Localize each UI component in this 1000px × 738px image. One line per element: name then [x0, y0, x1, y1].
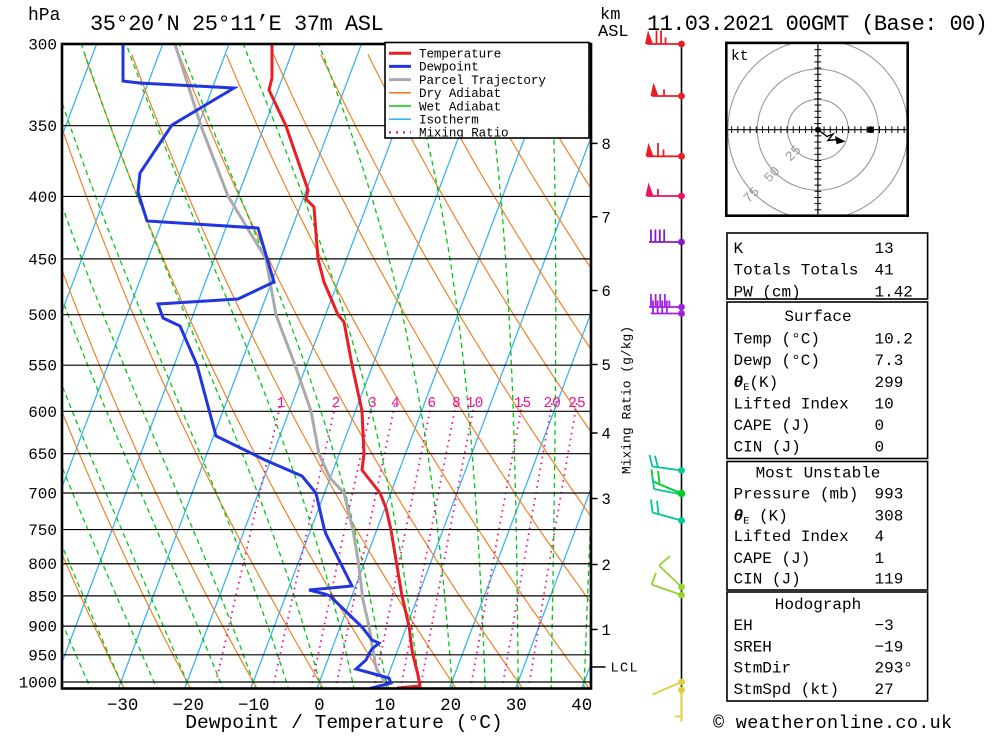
- svg-text:3: 3: [368, 396, 377, 412]
- svg-text:1: 1: [277, 396, 286, 412]
- svg-text:2: 2: [602, 557, 611, 575]
- svg-text:hPa: hPa: [28, 6, 61, 26]
- svg-text:Most Unstable: Most Unstable: [756, 465, 881, 483]
- svg-text:750: 750: [28, 522, 57, 540]
- svg-text:Mixing Ratio: Mixing Ratio: [419, 127, 509, 141]
- svg-text:25: 25: [568, 396, 585, 412]
- svg-text:950: 950: [28, 647, 57, 665]
- svg-text:−10: −10: [238, 696, 270, 716]
- svg-text:3: 3: [602, 491, 611, 509]
- svg-text:10: 10: [875, 396, 894, 414]
- svg-text:CIN (J): CIN (J): [734, 439, 801, 457]
- svg-text:LCL: LCL: [611, 662, 640, 677]
- svg-text:StmSpd (kt): StmSpd (kt): [734, 681, 840, 699]
- svg-text:−30: −30: [107, 696, 139, 716]
- svg-text:1: 1: [602, 622, 611, 640]
- svg-text:Wet Adiabat: Wet Adiabat: [419, 100, 501, 114]
- svg-text:300: 300: [28, 37, 57, 55]
- svg-text:8: 8: [602, 136, 611, 154]
- svg-text:600: 600: [28, 404, 57, 422]
- svg-text:993: 993: [875, 486, 904, 504]
- svg-text:350: 350: [28, 118, 57, 136]
- svg-text:4: 4: [875, 528, 885, 546]
- svg-text:Temp (°C): Temp (°C): [734, 330, 820, 348]
- svg-text:450: 450: [28, 251, 57, 269]
- svg-text:650: 650: [28, 446, 57, 464]
- svg-text:35°20’N 25°11’E 37m ASL: 35°20’N 25°11’E 37m ASL: [90, 12, 383, 37]
- svg-text:−19: −19: [875, 639, 904, 657]
- svg-text:Dewp (°C): Dewp (°C): [734, 352, 820, 370]
- svg-text:30: 30: [506, 696, 527, 716]
- svg-text:Surface: Surface: [784, 308, 851, 326]
- svg-text:Temperature: Temperature: [419, 48, 501, 62]
- svg-text:5: 5: [602, 357, 611, 375]
- svg-text:θE(K): θE(K): [734, 374, 779, 394]
- svg-text:CAPE (J): CAPE (J): [734, 550, 811, 568]
- svg-text:13: 13: [875, 240, 894, 258]
- svg-text:−20: −20: [172, 696, 204, 716]
- svg-text:Dewpoint / Temperature (°C): Dewpoint / Temperature (°C): [185, 712, 502, 733]
- svg-text:Hodograph: Hodograph: [775, 596, 861, 614]
- svg-text:6: 6: [427, 396, 436, 412]
- svg-text:800: 800: [28, 556, 57, 574]
- svg-text:550: 550: [28, 358, 57, 376]
- svg-text:EH: EH: [734, 617, 753, 635]
- svg-text:Mixing Ratio (g/kg): Mixing Ratio (g/kg): [620, 326, 635, 474]
- svg-text:1.42: 1.42: [875, 283, 913, 301]
- svg-text:0: 0: [875, 439, 885, 457]
- svg-text:StmDir: StmDir: [734, 660, 792, 678]
- svg-text:40: 40: [571, 696, 592, 716]
- svg-text:11.03.2021 00GMT (Base: 00): 11.03.2021 00GMT (Base: 00): [647, 12, 987, 37]
- svg-text:4: 4: [391, 396, 400, 412]
- svg-text:CIN (J): CIN (J): [734, 571, 801, 589]
- svg-text:850: 850: [28, 588, 57, 606]
- svg-text:8: 8: [452, 396, 461, 412]
- svg-text:−3: −3: [875, 617, 894, 635]
- svg-text:15: 15: [514, 396, 531, 412]
- svg-text:308: 308: [875, 507, 904, 525]
- svg-text:6: 6: [602, 283, 611, 301]
- svg-text:293°: 293°: [875, 660, 913, 678]
- svg-text:kt: kt: [731, 49, 748, 65]
- svg-text:Pressure (mb): Pressure (mb): [734, 486, 859, 504]
- svg-text:2: 2: [332, 396, 341, 412]
- svg-text:0: 0: [875, 417, 885, 435]
- svg-text:900: 900: [28, 619, 57, 637]
- svg-text:© weatheronline.co.uk: © weatheronline.co.uk: [713, 713, 952, 733]
- svg-text:119: 119: [875, 571, 904, 589]
- svg-text:299: 299: [875, 374, 904, 392]
- svg-text:10: 10: [466, 396, 483, 412]
- svg-text:4: 4: [602, 426, 611, 444]
- svg-text:km: km: [600, 6, 620, 25]
- svg-text:41: 41: [875, 262, 894, 280]
- svg-text:Lifted Index: Lifted Index: [734, 396, 849, 414]
- svg-text:1: 1: [875, 550, 885, 568]
- svg-text:400: 400: [28, 189, 57, 207]
- svg-text:10.2: 10.2: [875, 330, 913, 348]
- svg-text:θE (K): θE (K): [734, 507, 788, 527]
- svg-text:SREH: SREH: [734, 639, 772, 657]
- svg-text:0: 0: [314, 696, 325, 716]
- svg-text:7.3: 7.3: [875, 352, 904, 370]
- svg-text:1000: 1000: [19, 675, 57, 693]
- svg-text:PW (cm): PW (cm): [734, 283, 801, 301]
- svg-text:ASL: ASL: [598, 23, 629, 42]
- svg-text:K: K: [734, 240, 744, 258]
- svg-text:10: 10: [374, 696, 395, 716]
- svg-text:7: 7: [602, 209, 611, 227]
- svg-text:500: 500: [28, 307, 57, 325]
- svg-text:CAPE (J): CAPE (J): [734, 417, 811, 435]
- svg-text:Lifted Index: Lifted Index: [734, 528, 849, 546]
- svg-text:Parcel Trajectory: Parcel Trajectory: [419, 74, 546, 88]
- svg-text:27: 27: [875, 681, 894, 699]
- svg-text:20: 20: [543, 396, 560, 412]
- svg-text:Dry Adiabat: Dry Adiabat: [419, 87, 501, 101]
- svg-text:700: 700: [28, 486, 57, 504]
- svg-text:20: 20: [440, 696, 461, 716]
- svg-text:Dewpoint: Dewpoint: [419, 61, 479, 75]
- svg-text:Totals Totals: Totals Totals: [734, 262, 859, 280]
- svg-text:Isotherm: Isotherm: [419, 114, 479, 128]
